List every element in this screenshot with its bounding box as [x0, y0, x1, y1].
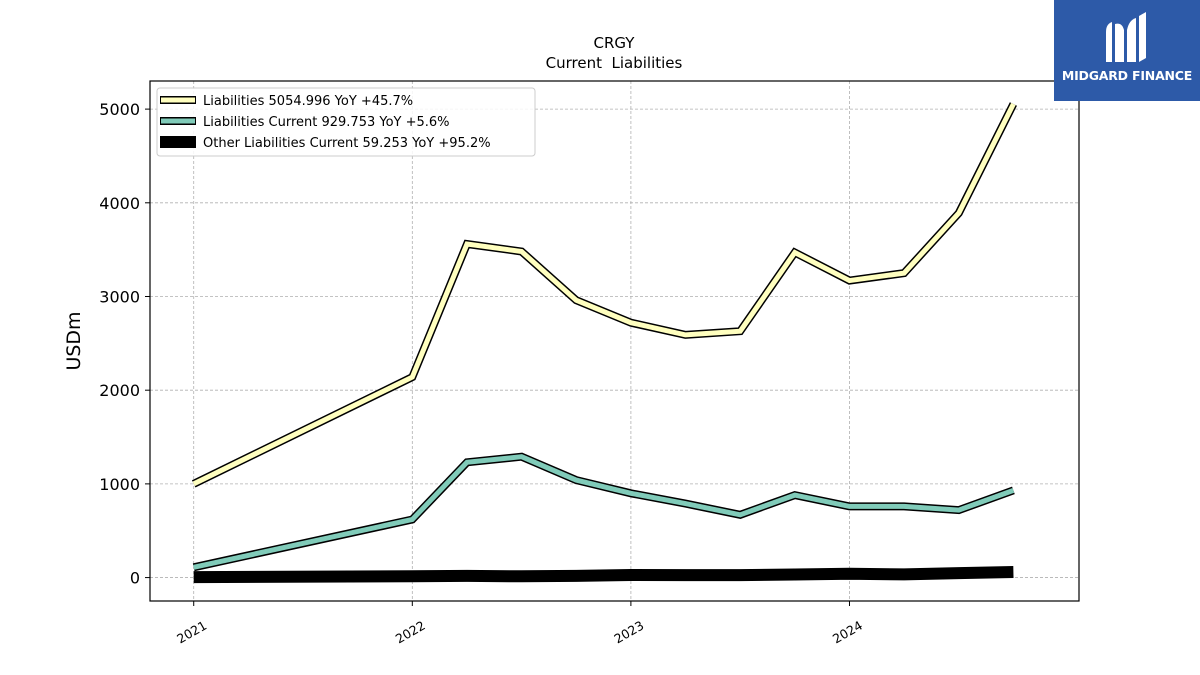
legend-label: Other Liabilities Current 59.253 YoY +95…	[203, 136, 491, 151]
x-axis-ticks: 2021 2022 2023 2024	[174, 601, 865, 647]
y-tick-label: 3000	[99, 287, 140, 306]
x-tick-label: 2022	[393, 618, 428, 647]
series-other-liabilities-current	[193, 566, 1014, 584]
series-line-outline	[191, 102, 1017, 488]
series-line-outline	[192, 452, 1015, 572]
series-line-outline	[193, 566, 1014, 584]
chart-title: CRGY	[594, 34, 636, 52]
series-liabilities-current	[192, 452, 1015, 572]
legend-label: Liabilities Current 929.753 YoY +5.6%	[203, 115, 450, 130]
series-line	[193, 454, 1015, 570]
legend-box	[156, 87, 536, 157]
series-layer	[191, 102, 1017, 584]
series-liabilities	[191, 102, 1017, 488]
legend-label: Liabilities 5054.996 YoY +45.7%	[203, 94, 413, 109]
y-tick-label: 4000	[99, 194, 140, 213]
grid-lines	[150, 81, 1079, 601]
y-tick-label: 5000	[99, 100, 140, 119]
midgard-finance-logo: MIDGARD FINANCE	[1054, 0, 1200, 101]
x-tick-label: 2024	[830, 618, 865, 647]
chart-subtitle: Current Liabilities	[546, 54, 683, 72]
x-tick-label: 2023	[611, 618, 646, 647]
y-axis-label: USDm	[63, 311, 85, 370]
x-tick-label: 2021	[174, 618, 209, 647]
series-line	[192, 102, 1016, 487]
plot-frame	[149, 80, 1080, 602]
y-tick-label: 0	[130, 569, 140, 588]
y-tick-label: 2000	[99, 381, 140, 400]
logo-text: MIDGARD FINANCE	[1061, 68, 1193, 83]
midgard-m-icon	[1106, 12, 1146, 63]
y-tick-label: 1000	[99, 475, 140, 494]
y-axis-ticks: 0 1000 2000 3000 4000 5000	[99, 100, 150, 588]
legend: Liabilities 5054.996 YoY +45.7% Liabiliti…	[156, 87, 536, 157]
